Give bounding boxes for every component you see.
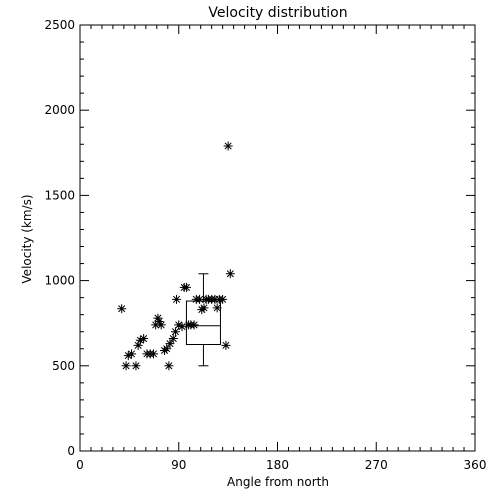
data-point xyxy=(170,327,180,337)
y-axis-label: Velocity (km/s) xyxy=(20,194,34,283)
data-point xyxy=(172,294,182,304)
data-point xyxy=(139,334,149,344)
data-point xyxy=(127,349,137,359)
data-point xyxy=(135,335,145,345)
data-point xyxy=(174,320,184,330)
data-point xyxy=(223,141,233,151)
y-tick-label: 0 xyxy=(67,444,75,458)
x-tick-label: 0 xyxy=(76,458,84,472)
data-point xyxy=(154,316,164,326)
data-point xyxy=(123,351,133,361)
x-tick-label: 180 xyxy=(266,458,289,472)
data-point xyxy=(195,294,205,304)
y-tick-label: 1500 xyxy=(44,188,75,202)
data-point xyxy=(131,361,141,371)
data-point xyxy=(225,269,235,279)
plot-area: 0 90 180 270 360 0 500 1000 1500 2000 2500 xyxy=(44,18,486,472)
x-tick-label: 360 xyxy=(464,458,487,472)
x-tick-label: 270 xyxy=(365,458,388,472)
data-point xyxy=(212,303,222,313)
data-point xyxy=(181,282,191,292)
plot-frame xyxy=(79,24,476,452)
data-point xyxy=(151,320,161,330)
data-point xyxy=(156,320,166,330)
x-tick-label: 90 xyxy=(171,458,186,472)
data-point xyxy=(121,361,131,371)
data-point xyxy=(117,304,127,314)
y-tick-label: 1000 xyxy=(44,274,75,288)
data-point xyxy=(133,340,143,350)
data-point xyxy=(164,361,174,371)
data-point xyxy=(218,294,228,304)
y-tick-label: 2000 xyxy=(44,103,75,117)
data-point xyxy=(153,313,163,323)
y-tick-label: 2500 xyxy=(44,18,75,32)
data-point xyxy=(149,349,159,359)
data-point xyxy=(221,340,231,350)
data-point xyxy=(177,322,187,332)
chart-title: Velocity distribution xyxy=(208,5,347,21)
data-point xyxy=(162,344,172,354)
data-point xyxy=(199,303,209,313)
data-point xyxy=(168,334,178,344)
data-point xyxy=(189,320,199,330)
y-tick-label: 500 xyxy=(52,359,75,373)
x-axis-label: Angle from north xyxy=(227,475,329,489)
data-point xyxy=(165,339,175,349)
